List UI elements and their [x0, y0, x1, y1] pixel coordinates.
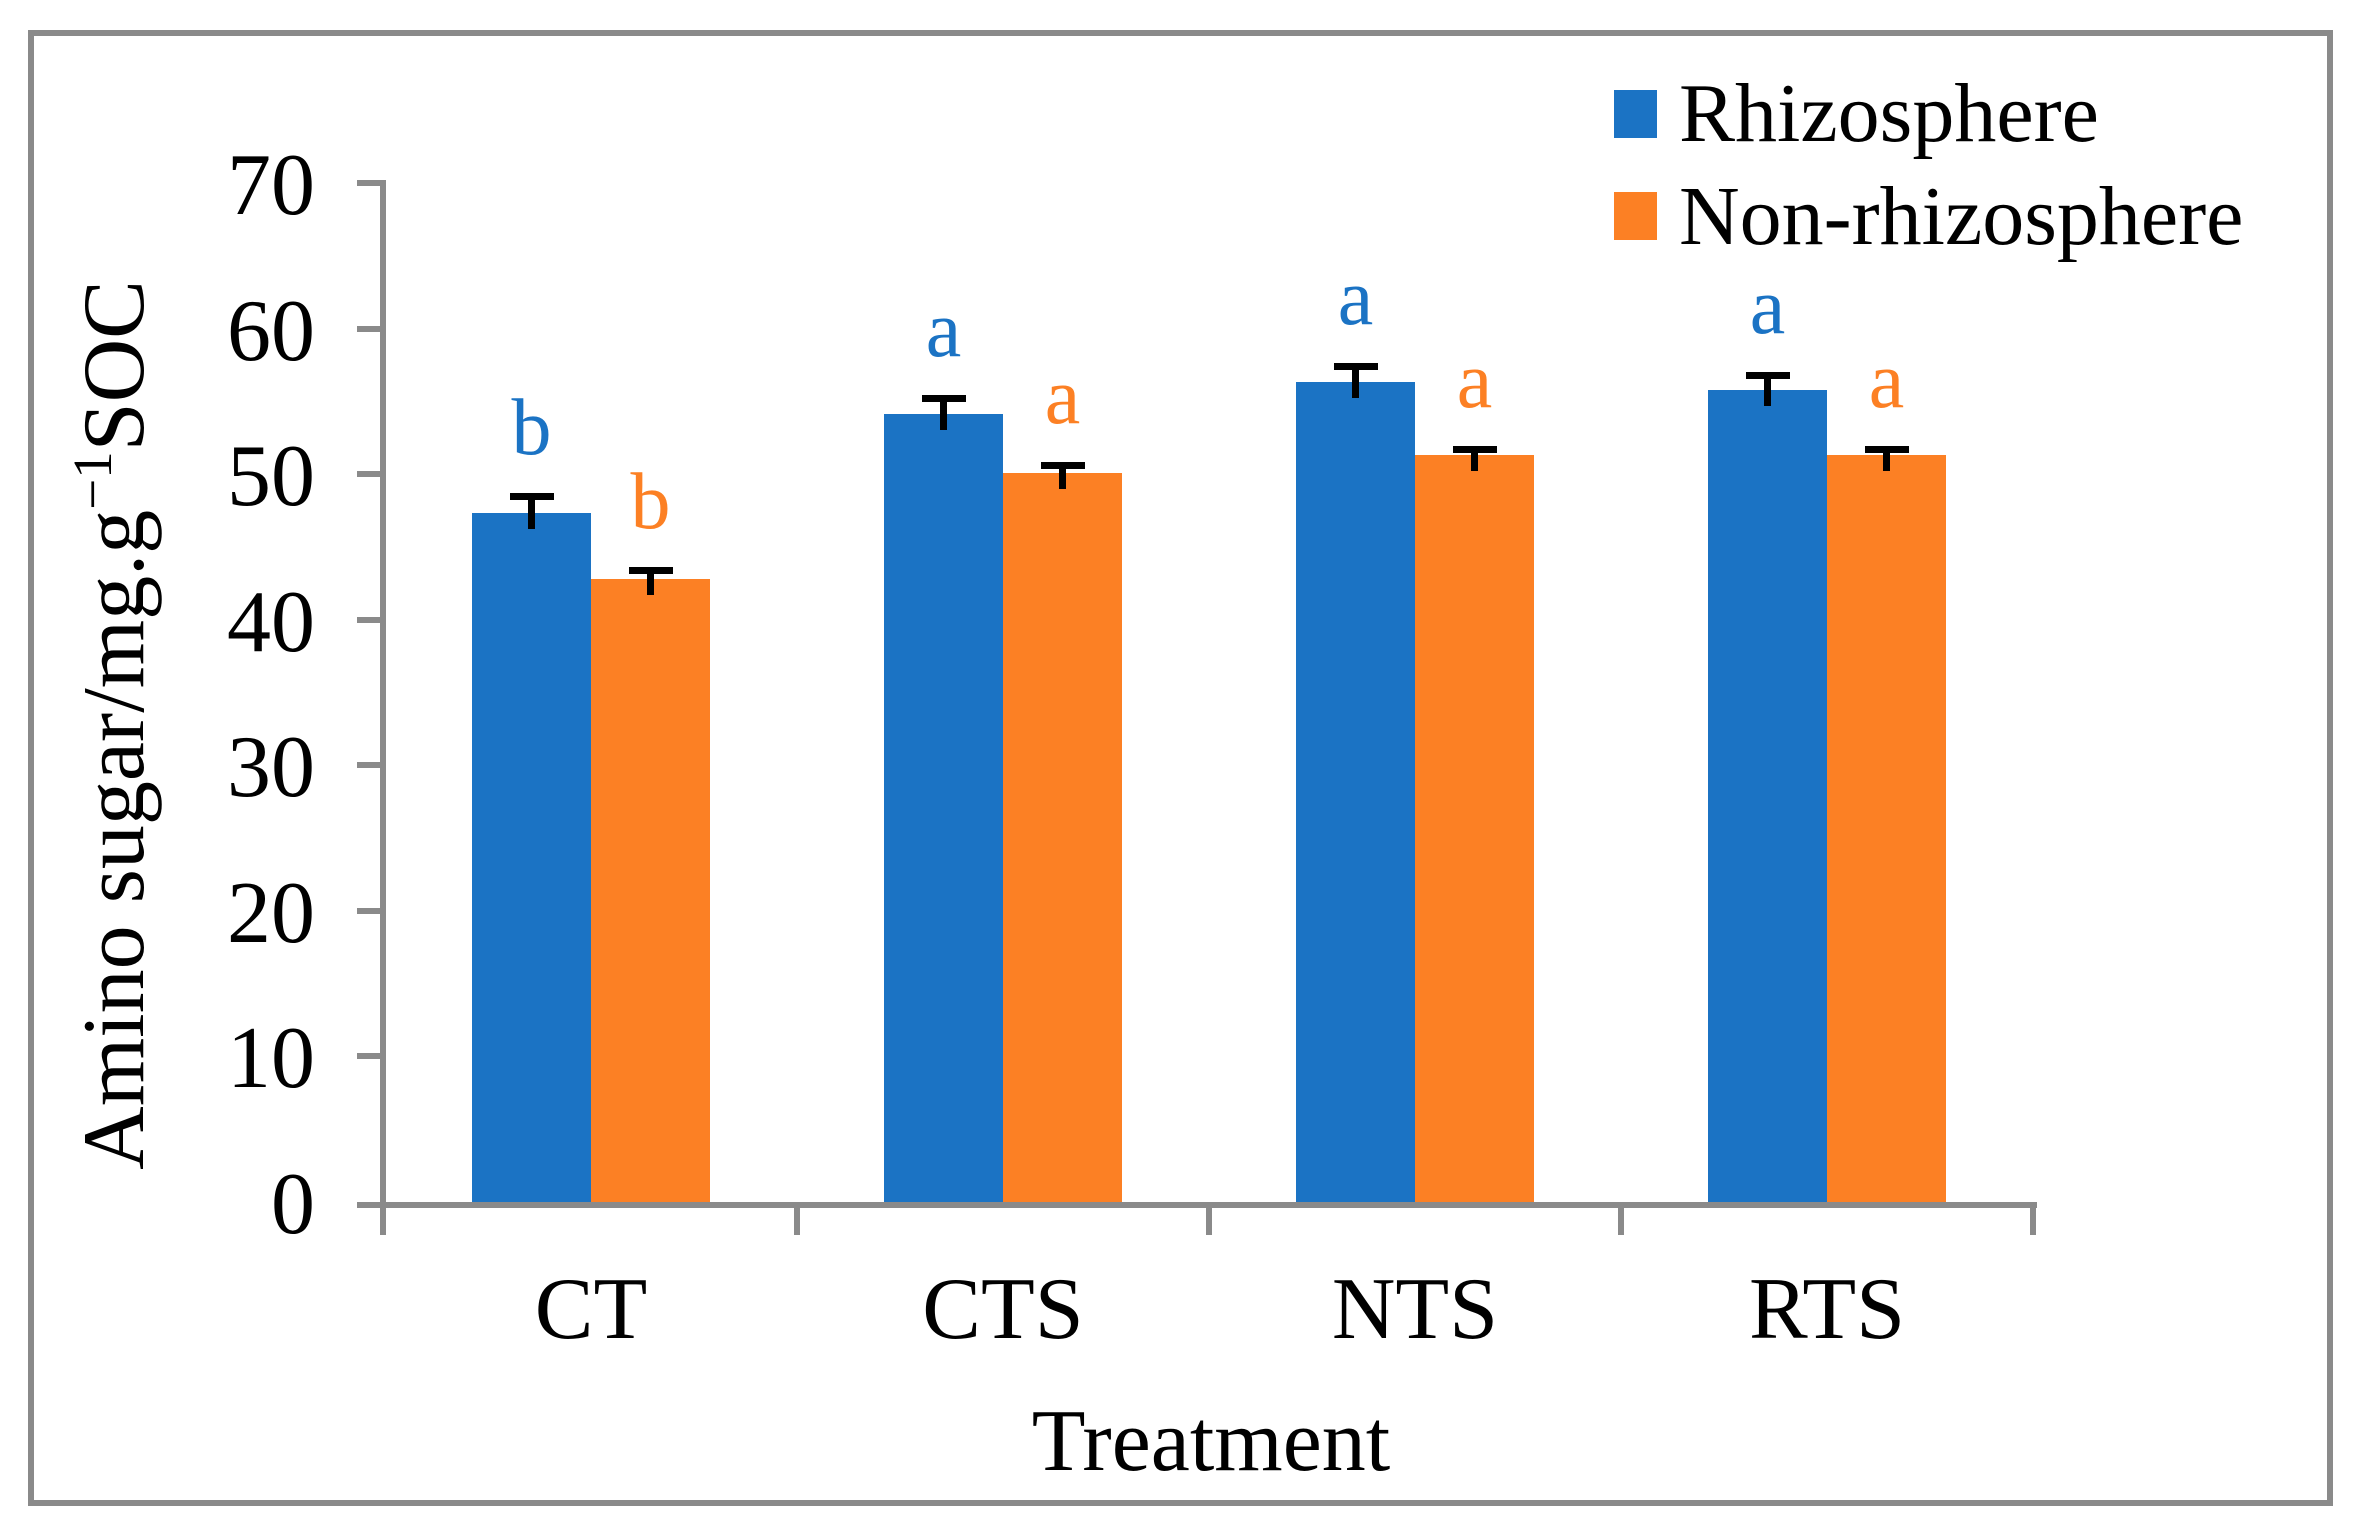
error-bar-stem-non-rhizosphere-nts [1471, 453, 1478, 472]
x-tick-label-cts: CTS [922, 1261, 1084, 1358]
legend-swatch-non-rhizosphere [1614, 192, 1657, 240]
sig-letter-rhizosphere-rts: a [1749, 263, 1786, 352]
y-tick-70 [357, 180, 386, 186]
y-tick-label-30: 30 [227, 719, 315, 817]
sig-letter-rhizosphere-ct: b [511, 383, 552, 472]
y-tick-label-10: 10 [227, 1010, 315, 1108]
error-bar-stem-non-rhizosphere-rts [1883, 453, 1890, 472]
error-bar-stem-non-rhizosphere-ct [647, 574, 654, 595]
error-bar-cap-rhizosphere-ct [509, 492, 554, 500]
y-tick-label-0: 0 [271, 1156, 315, 1253]
figure-border [28, 30, 2333, 1506]
sig-letter-non-rhizosphere-ct: b [630, 458, 671, 547]
error-bar-stem-rhizosphere-ct [528, 499, 535, 530]
y-tick-label-20: 20 [227, 864, 315, 962]
sig-letter-non-rhizosphere-cts: a [1044, 353, 1081, 442]
error-bar-cap-non-rhizosphere-nts [1452, 446, 1497, 454]
bar-rhizosphere-nts [1296, 382, 1415, 1202]
y-tick-label-60: 60 [227, 282, 315, 380]
y-axis-title-unit: SOC [66, 280, 163, 452]
bar-non-rhizosphere-rts [1827, 455, 1946, 1202]
error-bar-stem-rhizosphere-cts [940, 402, 947, 431]
error-bar-stem-non-rhizosphere-cts [1059, 469, 1066, 489]
y-tick-label-40: 40 [227, 573, 315, 671]
bar-non-rhizosphere-nts [1415, 455, 1534, 1202]
error-bar-cap-rhizosphere-rts [1745, 372, 1790, 380]
y-tick-20 [357, 907, 386, 914]
x-tick-1 [1206, 1208, 1212, 1235]
x-tick-label-rts: RTS [1748, 1261, 1906, 1358]
x-tick-label-ct: CT [534, 1261, 648, 1358]
legend-swatch-rhizosphere [1614, 90, 1657, 138]
error-bar-cap-rhizosphere-cts [921, 395, 966, 403]
y-tick-label-70: 70 [227, 137, 315, 234]
y-tick-40 [357, 616, 386, 623]
y-tick-60 [357, 325, 386, 332]
error-bar-cap-non-rhizosphere-ct [628, 567, 673, 575]
x-axis-line [357, 1202, 2037, 1208]
x-axis-title: Treatment [1031, 1393, 1391, 1490]
bar-rhizosphere-rts [1708, 389, 1827, 1202]
error-bar-cap-non-rhizosphere-rts [1864, 446, 1909, 454]
y-axis-title-superscript: −1 [62, 451, 123, 510]
x-tick-0 [794, 1208, 800, 1235]
sig-letter-rhizosphere-nts: a [1337, 254, 1374, 343]
y-tick-10 [357, 1053, 386, 1060]
y-axis-line [380, 180, 386, 1235]
error-bar-cap-rhizosphere-nts [1333, 363, 1378, 371]
legend-label-rhizosphere: Rhizosphere [1679, 67, 2099, 160]
x-tick-3 [2030, 1208, 2036, 1235]
sig-letter-non-rhizosphere-nts: a [1456, 337, 1493, 426]
y-tick-30 [357, 762, 386, 769]
error-bar-stem-rhizosphere-nts [1352, 370, 1359, 399]
x-tick-label-nts: NTS [1331, 1261, 1499, 1358]
y-tick-50 [357, 471, 386, 478]
bar-non-rhizosphere-cts [1003, 472, 1122, 1202]
error-bar-stem-rhizosphere-rts [1764, 379, 1771, 406]
y-tick-label-50: 50 [227, 428, 315, 526]
sig-letter-rhizosphere-cts: a [925, 286, 962, 375]
x-tick-2 [1618, 1208, 1624, 1235]
y-axis-title: Amino sugar/mg.g−1SOC [62, 280, 163, 1170]
bar-rhizosphere-cts [884, 414, 1003, 1202]
error-bar-cap-non-rhizosphere-cts [1040, 462, 1085, 470]
bar-non-rhizosphere-ct [591, 578, 710, 1202]
sig-letter-non-rhizosphere-rts: a [1868, 337, 1905, 426]
bar-rhizosphere-ct [472, 513, 591, 1202]
legend-label-non-rhizosphere: Non-rhizosphere [1679, 170, 2244, 263]
y-axis-title-main: Amino sugar/mg.g [66, 509, 163, 1170]
